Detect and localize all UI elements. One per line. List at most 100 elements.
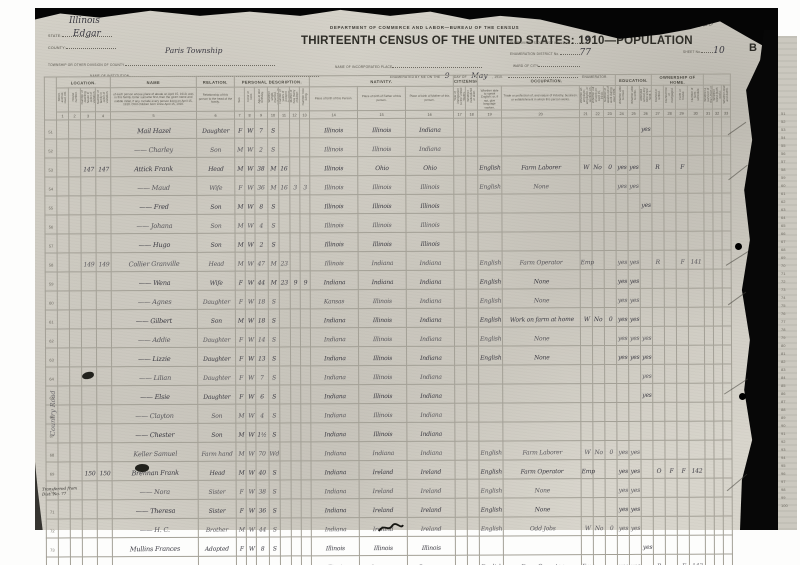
cell-write: yes xyxy=(628,250,641,270)
column-group-header: PERSONAL DESCRIPTION. xyxy=(234,75,310,88)
cell-bp: Indiana xyxy=(311,460,360,480)
census-sheet-scan: STATE: Illinois COUNTY: Edgar TOWNSHIP O… xyxy=(35,8,770,565)
cell-col: W xyxy=(245,347,256,367)
cell-deaf xyxy=(722,345,732,365)
cell-read: yes xyxy=(617,554,630,565)
cell-age: 4 xyxy=(255,404,269,424)
cell-sex: M xyxy=(234,157,245,177)
cell-sch xyxy=(640,269,653,289)
cell-oow xyxy=(592,364,605,384)
cell-blind xyxy=(712,117,722,137)
cell-age: 38 xyxy=(256,556,270,565)
cell-bp: Illinois xyxy=(310,232,359,252)
cell-cl xyxy=(300,289,311,309)
cell-name: Attick Frank xyxy=(110,157,197,177)
cell-sex: F xyxy=(235,290,246,310)
cell-name: —— Chester xyxy=(111,423,198,443)
cell-lang: English xyxy=(479,479,504,499)
cell-yrs: 23 xyxy=(279,270,291,290)
cell-lang: English xyxy=(478,289,503,309)
cell-sex: M xyxy=(235,233,246,253)
column-subheader-lang: Whether able to speak English; or, if no… xyxy=(477,86,502,111)
cell-read: yes xyxy=(616,288,629,308)
cell-rel: Son xyxy=(197,233,236,253)
cell-dw xyxy=(81,290,97,310)
cell-blind xyxy=(712,136,722,156)
cell-bpf: Illinois xyxy=(358,365,407,385)
cell-mort xyxy=(664,383,677,403)
cell-farm xyxy=(677,440,690,460)
cell-write xyxy=(628,421,642,441)
cell-wks xyxy=(604,364,617,384)
cell-sex: M xyxy=(234,214,246,234)
enumeration-value: 77 xyxy=(579,48,591,58)
cell-read: yes xyxy=(616,307,629,327)
cell-name: —— Lizzie xyxy=(111,347,198,367)
column-number: 29 xyxy=(675,109,688,118)
cell-cb xyxy=(291,555,302,565)
cell-ln: 51 xyxy=(44,119,57,140)
cell-write: yes xyxy=(629,516,642,536)
cell-vet xyxy=(704,326,714,346)
cell-bpm: Indiana xyxy=(405,118,454,138)
cell-street xyxy=(57,442,71,462)
cell-wks xyxy=(604,383,617,403)
cell-occ: Farm Operator xyxy=(503,554,582,565)
cell-name: —— Wena xyxy=(111,271,198,291)
cell-bpf: Illinois xyxy=(357,194,407,214)
cell-sched: 142 xyxy=(689,459,706,479)
cell-cl xyxy=(299,213,311,233)
column-subheader-sched: Number of farm schedule. xyxy=(687,85,704,110)
cell-cb: 9 xyxy=(290,270,301,290)
cell-age: 13 xyxy=(255,347,269,367)
cell-oow xyxy=(593,535,606,555)
edge-line-number: 90 xyxy=(781,423,786,428)
cell-vet xyxy=(705,478,715,498)
edge-line-number: 95 xyxy=(781,463,786,468)
cell-age: 38 xyxy=(256,480,270,500)
cell-vet xyxy=(704,364,714,384)
cell-cl xyxy=(300,327,311,347)
cell-bp: Indiana xyxy=(311,498,360,518)
cell-blind xyxy=(713,307,723,327)
cell-imm xyxy=(454,289,467,309)
column-number: 3 xyxy=(80,111,96,120)
edge-line-number: 62 xyxy=(781,199,786,204)
cell-yrs: 16 xyxy=(278,175,290,195)
cell-sch: yes xyxy=(640,383,653,403)
sheet-value: 10 xyxy=(713,46,725,56)
cell-emp: Emp xyxy=(581,554,595,565)
cell-col: W xyxy=(246,518,257,538)
column-subheader-farm: Farm or house. xyxy=(675,85,688,110)
cell-imm xyxy=(454,232,467,252)
cell-bpf: Indiana xyxy=(359,441,408,461)
cell-col: W xyxy=(244,195,255,215)
cell-cl xyxy=(300,384,311,404)
enumerated-line: ENUMERATED BY ME ON THE 9 DAY OF May , 1… xyxy=(390,71,608,80)
cell-lang xyxy=(477,118,502,138)
cell-street xyxy=(57,252,70,272)
cell-sch xyxy=(641,478,654,498)
cell-write: yes xyxy=(629,440,642,460)
cell-nat xyxy=(467,555,480,565)
cell-sched xyxy=(688,364,705,384)
cell-cb xyxy=(290,403,301,423)
cell-own xyxy=(652,288,665,308)
cell-col: W xyxy=(244,214,256,234)
cell-name: —— Elsie xyxy=(111,385,198,405)
cell-sched xyxy=(687,174,704,194)
cell-write xyxy=(628,364,641,384)
edge-line-number: 96 xyxy=(781,471,786,476)
column-subheader-bpf: Place of birth of Father of this person. xyxy=(357,86,406,111)
cell-farm xyxy=(676,364,689,384)
cell-col: W xyxy=(244,157,255,177)
cell-farm xyxy=(676,345,689,365)
cell-name: —— Theresa xyxy=(112,499,199,519)
county-value: Edgar xyxy=(73,29,101,39)
cell-mar: S xyxy=(268,365,280,386)
cell-mar: S xyxy=(269,517,281,538)
cell-bpf: Illinois xyxy=(357,175,406,195)
cell-mort xyxy=(663,136,676,156)
column-group-header: NATIVITY. xyxy=(309,75,454,87)
cell-sex: M xyxy=(235,442,247,462)
